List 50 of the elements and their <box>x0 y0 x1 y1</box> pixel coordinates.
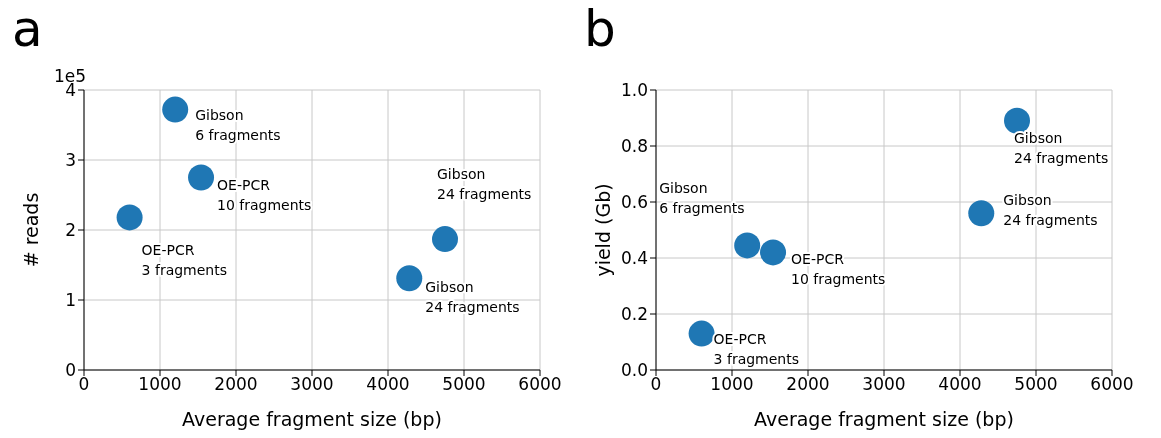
annotation: OE-PCR 10 fragments <box>217 176 312 213</box>
y-tick-label: 1 <box>65 290 76 311</box>
annotation: Gibson 6 fragments <box>195 106 281 143</box>
x-tick-label: 4000 <box>938 374 982 395</box>
x-tick-label: 0 <box>650 374 662 395</box>
annotation: Gibson 6 fragments <box>659 180 745 217</box>
x-tick-label: 3000 <box>290 374 334 395</box>
x-tick-label: 0 <box>78 374 90 395</box>
y-tick-label: 0.6 <box>620 192 648 213</box>
x-tick-label: 5000 <box>442 374 486 395</box>
y-tick-label: 1.0 <box>620 80 648 101</box>
point <box>760 239 787 266</box>
annotation: OE-PCR 3 fragments <box>141 242 228 279</box>
y-tick-label: 0.2 <box>620 304 648 325</box>
x-tick-label: 1000 <box>710 374 754 395</box>
y-tick-label: 2 <box>65 220 76 241</box>
x-tick-label: 2000 <box>214 374 258 395</box>
y-tick-label: 0.0 <box>620 360 648 381</box>
annotation: Gibson 24 fragments <box>437 166 532 203</box>
x-tick-label: 3000 <box>862 374 906 395</box>
x-axis-title: Average fragment size (bp) <box>754 408 1014 430</box>
point <box>734 232 761 259</box>
chart-title: a <box>12 0 43 58</box>
point <box>432 226 458 253</box>
annotation: OE-PCR 10 fragments <box>791 251 886 288</box>
x-tick-label: 5000 <box>1014 374 1058 395</box>
point <box>116 204 143 231</box>
x-tick-label: 2000 <box>786 374 830 395</box>
y-tick-label: 0 <box>65 360 76 381</box>
point <box>188 164 215 191</box>
annotation: Gibson 24 fragments <box>1014 129 1109 166</box>
y-axis-title: yield (Gb) <box>591 183 614 277</box>
y-tick-label: 3 <box>65 150 76 171</box>
chart-title: b <box>584 0 616 58</box>
annotation: Gibson 24 fragments <box>1003 192 1098 229</box>
annotation: Gibson 24 fragments <box>425 279 520 316</box>
x-tick-label: 4000 <box>366 374 410 395</box>
y-tick-label: 0.8 <box>620 136 648 157</box>
point <box>1004 107 1030 134</box>
y-tick-label: 0.4 <box>620 248 648 269</box>
y-axis-title: # reads <box>19 192 42 268</box>
x-axis-title: Average fragment size (bp) <box>182 408 442 430</box>
point <box>162 96 189 123</box>
annotation: OE-PCR 3 fragments <box>713 330 800 367</box>
point <box>396 265 423 292</box>
x-tick-label: 6000 <box>1090 374 1134 395</box>
x-tick-label: 1000 <box>138 374 182 395</box>
x-tick-label: 6000 <box>518 374 562 395</box>
point <box>968 200 995 227</box>
point <box>688 320 715 347</box>
